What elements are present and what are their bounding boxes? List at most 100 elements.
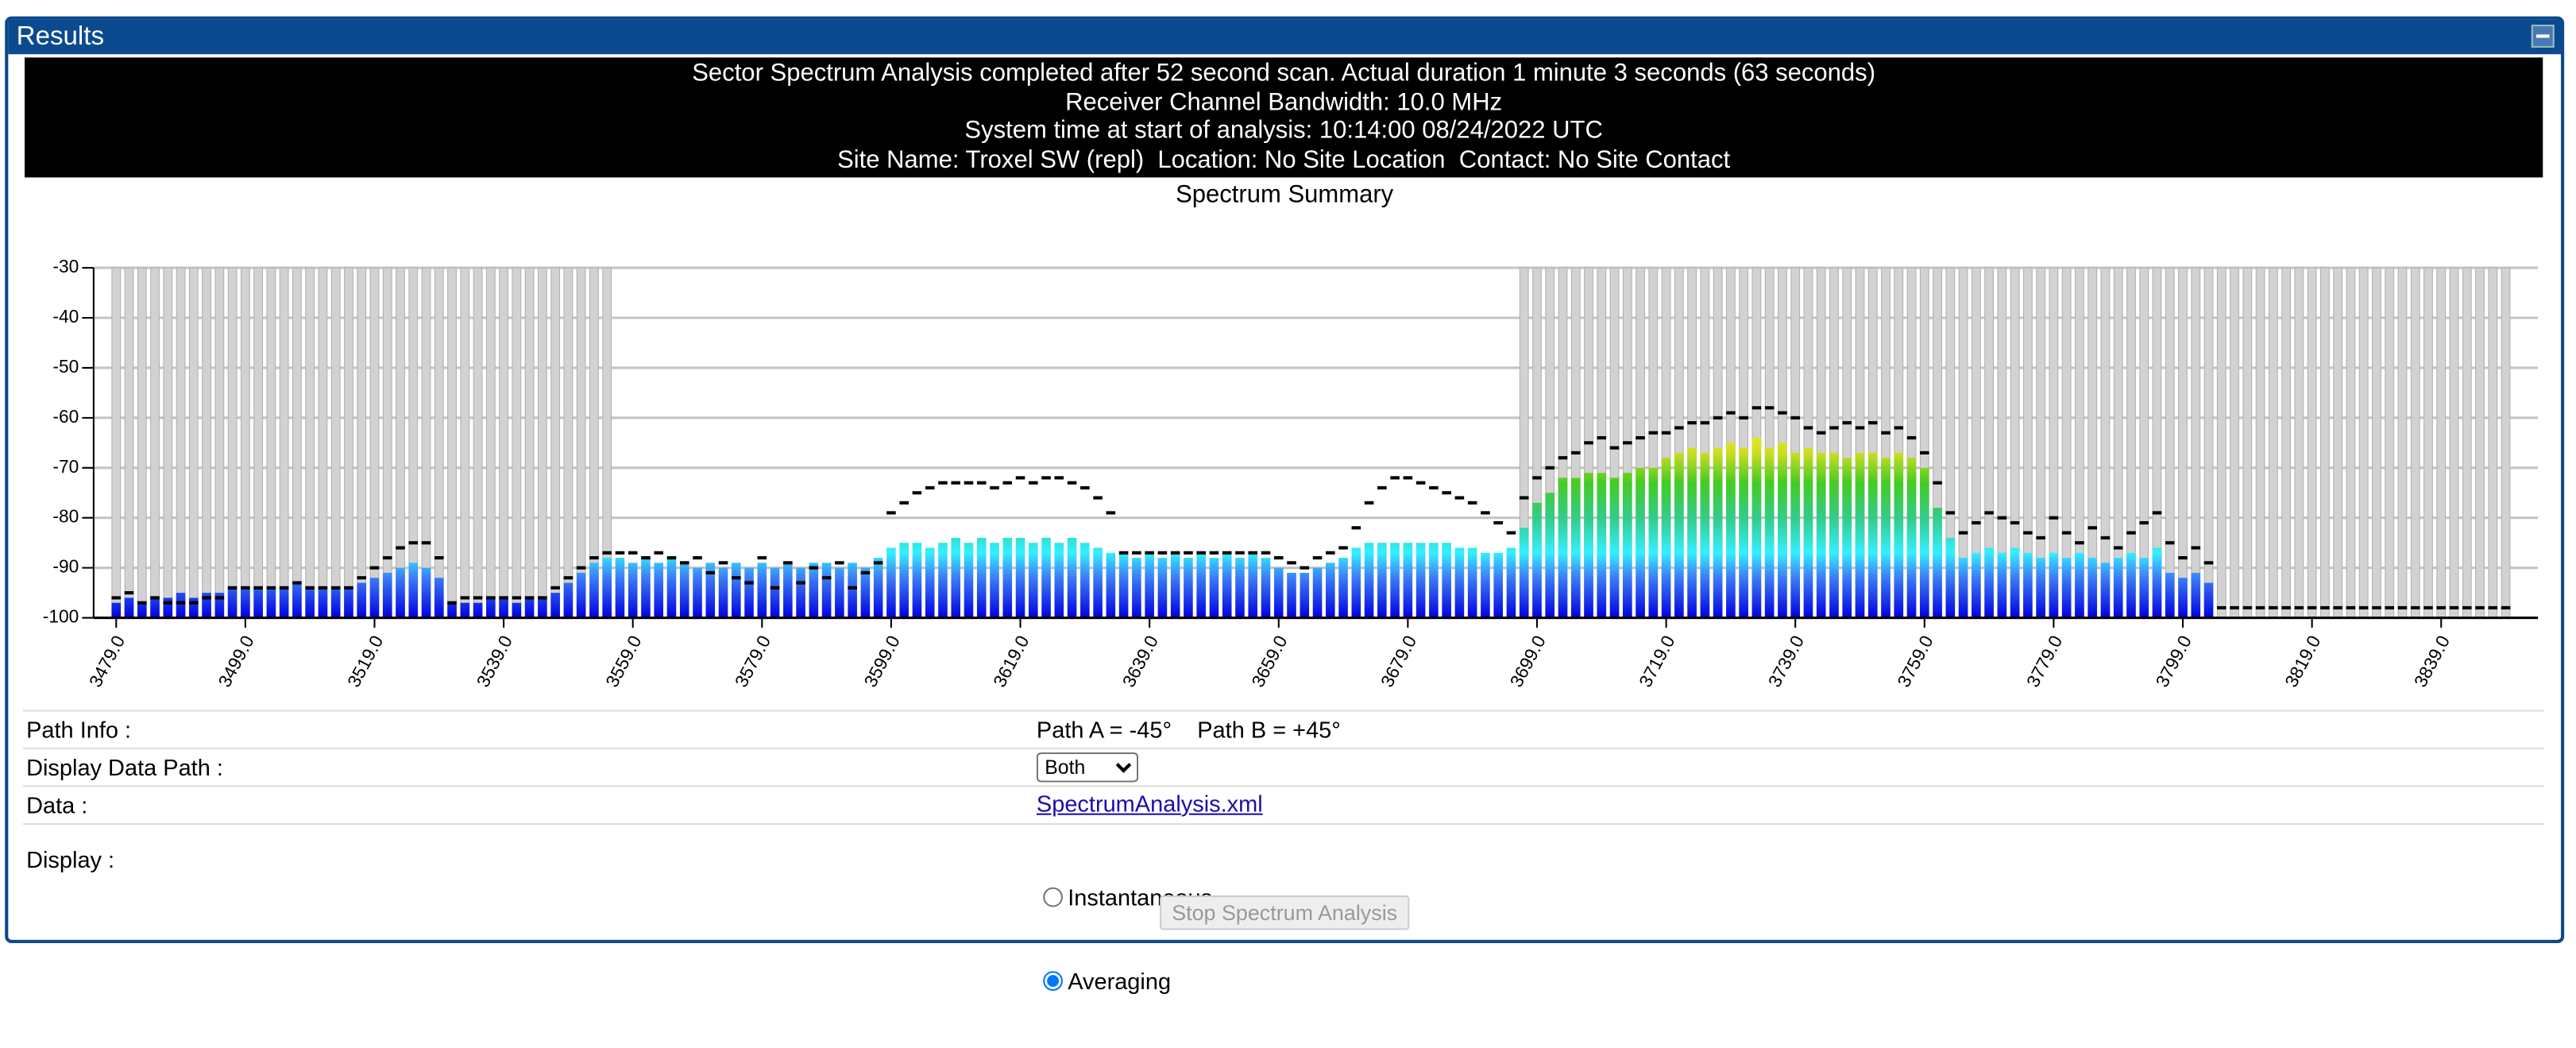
spectrum-bar xyxy=(1506,547,1516,618)
blocked-bar xyxy=(2165,267,2175,619)
blocked-bar xyxy=(2501,267,2511,619)
spectrum-bar xyxy=(796,567,805,618)
spectrum-chart: -30 -40 -50 -60 -70 -80 -90 -100 3479.0 3499.0 351… xyxy=(43,256,2539,690)
data-link[interactable]: SpectrumAnalysis.xml xyxy=(1036,790,1263,817)
blocked-bar xyxy=(330,267,341,619)
x-tick-label: 3739.0 xyxy=(1764,632,1809,690)
spectrum-bar xyxy=(1842,458,1852,618)
row-label: Display Data Path : xyxy=(26,754,223,781)
radio-option[interactable]: Averaging xyxy=(1037,965,1212,996)
spectrum-bar xyxy=(512,602,522,618)
spectrum-bar xyxy=(2010,547,2020,618)
spectrum-bar xyxy=(666,558,677,618)
blocked-bar xyxy=(318,267,328,619)
spectrum-bar xyxy=(1726,443,1736,618)
spectrum-bar xyxy=(1390,543,1400,618)
blocked-bar xyxy=(473,267,483,619)
spectrum-bar xyxy=(1997,552,2007,618)
spectrum-bar xyxy=(1790,452,1800,618)
spectrum-bar xyxy=(2061,558,2072,618)
x-tick-label: 3499.0 xyxy=(214,632,258,690)
spectrum-bar xyxy=(1687,447,1697,618)
spectrum-bar xyxy=(641,558,651,618)
spectrum-bar xyxy=(628,563,638,618)
form-row: Display Data Path : Both xyxy=(22,747,2545,786)
blocked-bar xyxy=(550,267,561,619)
spectrum-bar xyxy=(1609,478,1620,618)
blocked-bar xyxy=(460,267,470,619)
blocked-bar xyxy=(2358,267,2369,619)
x-tick-label: 3839.0 xyxy=(2410,632,2454,690)
spectrum-bar xyxy=(1545,493,1555,618)
blocked-bar xyxy=(2191,267,2201,619)
stop-button[interactable]: Stop Spectrum Analysis xyxy=(1160,895,1410,930)
spectrum-bar xyxy=(1661,458,1671,618)
blocked-bar xyxy=(111,267,122,619)
spectrum-bar xyxy=(382,572,392,618)
spectrum-bar xyxy=(821,563,832,618)
radio[interactable] xyxy=(1043,970,1063,990)
blocked-bar xyxy=(188,267,199,619)
spectrum-bar xyxy=(1467,547,1477,618)
blocked-bar xyxy=(2320,267,2330,619)
blocked-bar xyxy=(396,267,405,619)
blocked-bar xyxy=(2488,267,2498,619)
spectrum-bar xyxy=(550,593,560,618)
spectrum-bar xyxy=(227,587,238,618)
spectrum-bar xyxy=(615,558,625,618)
y-tick-label: -50 xyxy=(52,356,79,377)
spectrum-bar xyxy=(150,597,160,618)
path-select[interactable]: Both xyxy=(1036,752,1139,783)
blocked-bar xyxy=(524,267,535,619)
y-tick-label: -60 xyxy=(52,406,79,427)
spectrum-bar xyxy=(1855,452,1865,618)
spectrum-bar xyxy=(2126,552,2136,618)
chart-title: Spectrum Summary xyxy=(1176,180,1394,209)
spectrum-bar xyxy=(1597,473,1607,618)
x-tick-label: 3539.0 xyxy=(472,632,516,690)
spectrum-bar xyxy=(1867,452,1878,618)
blocked-bar xyxy=(2462,267,2472,619)
spectrum-bar xyxy=(357,582,367,618)
spectrum-bar xyxy=(732,563,741,618)
spectrum-bar xyxy=(1648,467,1659,618)
spectrum-bar xyxy=(990,543,999,618)
panel-title: Results xyxy=(16,22,105,52)
blocked-bar xyxy=(2397,267,2408,619)
blocked-bar xyxy=(512,267,522,619)
spectrum-bar xyxy=(2100,563,2111,618)
row-value: Path A = -45° Path B = +45° xyxy=(1037,717,1341,743)
blocked-bar xyxy=(2294,267,2304,619)
spectrum-bar xyxy=(2165,572,2175,618)
blocked-bar xyxy=(499,267,508,619)
spectrum-bar xyxy=(1984,547,1994,618)
x-tick-label: 3579.0 xyxy=(731,632,775,690)
spectrum-bar xyxy=(1636,467,1645,618)
spectrum-bar xyxy=(473,602,483,618)
collapse-button[interactable] xyxy=(2531,25,2555,48)
spectrum-bar xyxy=(292,582,302,618)
blocked-bar xyxy=(292,267,302,619)
y-tick-label: -30 xyxy=(52,256,79,277)
spectrum-bar xyxy=(538,597,547,618)
spectrum-bar xyxy=(770,567,780,618)
x-tick-label: 3559.0 xyxy=(601,632,646,690)
row-label: Path Info : xyxy=(26,716,132,743)
spectrum-bar xyxy=(2139,558,2149,618)
blocked-bar xyxy=(2203,267,2214,619)
x-tick-label: 3619.0 xyxy=(989,632,1033,690)
spectrum-bar xyxy=(976,537,987,618)
blocked-bar xyxy=(2436,267,2447,619)
spectrum-bar xyxy=(1623,473,1632,618)
blocked-bar xyxy=(2255,267,2265,619)
form-row: Display : Instantaneous Averaging xyxy=(22,823,2545,993)
radio[interactable] xyxy=(1043,886,1063,907)
blocked-bar xyxy=(2281,267,2292,619)
spectrum-bar xyxy=(589,563,599,618)
spectrum-bar xyxy=(111,602,122,618)
spectrum-bar xyxy=(1261,558,1271,618)
x-tick-label: 3759.0 xyxy=(1893,632,1937,690)
spectrum-bar xyxy=(163,597,173,618)
spectrum-bar xyxy=(1829,452,1839,618)
spectrum-bar xyxy=(1454,547,1465,618)
